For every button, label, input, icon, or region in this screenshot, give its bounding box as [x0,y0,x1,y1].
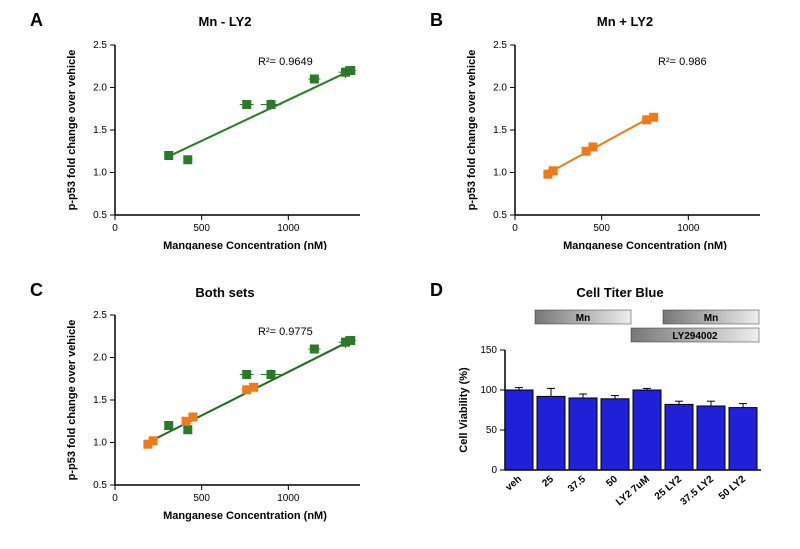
svg-text:50: 50 [604,474,620,490]
svg-text:0.5: 0.5 [493,210,507,221]
svg-text:2.5: 2.5 [93,40,107,51]
svg-text:p-p53 fold change over vehicle: p-p53 fold change over vehicle [66,320,78,481]
svg-text:37.5 LY2: 37.5 LY2 [678,474,716,508]
svg-text:500: 500 [593,223,610,234]
svg-text:500: 500 [193,223,210,234]
panel-b-title: Mn + LY2 [550,14,700,29]
svg-text:50: 50 [486,425,498,436]
svg-text:0.5: 0.5 [93,480,107,491]
svg-text:1.0: 1.0 [493,168,507,179]
svg-text:1.5: 1.5 [93,395,107,406]
svg-text:2.5: 2.5 [493,40,507,51]
svg-text:Manganese Concentration (nM): Manganese Concentration (nM) [563,240,727,250]
svg-text:2.0: 2.0 [493,83,507,94]
svg-text:0.5: 0.5 [93,210,107,221]
svg-text:2.0: 2.0 [93,353,107,364]
svg-text:LY294002: LY294002 [672,331,718,342]
panel-d-title: Cell Titer Blue [540,285,700,300]
svg-text:p-p53 fold change over vehicle: p-p53 fold change over vehicle [466,50,478,211]
svg-text:37.5: 37.5 [566,474,588,495]
panel-b-chart: 0500100015000.51.01.52.02.5Manganese Con… [460,30,760,255]
svg-text:50 LY2: 50 LY2 [717,474,748,503]
svg-text:100: 100 [480,385,497,396]
svg-text:Manganese Concentration (nM): Manganese Concentration (nM) [163,510,327,522]
panel-c-label: C [30,280,43,301]
svg-text:LY2 7uM: LY2 7uM [614,474,652,508]
svg-text:0: 0 [512,223,518,234]
svg-text:Mn: Mn [576,313,590,324]
panel-a-chart: 0500100015000.51.01.52.02.5Manganese Con… [60,30,360,255]
svg-text:R²= 0.986: R²= 0.986 [658,56,707,68]
svg-text:Cell Viability (%): Cell Viability (%) [458,367,470,453]
svg-text:1000: 1000 [277,493,300,504]
svg-text:2.5: 2.5 [93,310,107,321]
svg-text:1.0: 1.0 [93,438,107,449]
panel-a-label: A [30,10,43,31]
svg-text:R²= 0.9775: R²= 0.9775 [258,326,313,338]
panel-c-title: Both sets [165,285,285,300]
panel-c-chart: 0500100015000.51.01.52.02.5Manganese Con… [60,300,360,535]
panel-d-chart: Mn Mn LY294002 0 50 100 150 Cell Viability (%) v… [450,300,790,545]
svg-text:0: 0 [491,465,497,476]
svg-text:150: 150 [480,345,497,356]
panel-b-label: B [430,10,443,31]
svg-text:R²= 0.9649: R²= 0.9649 [258,56,313,68]
svg-text:p-p53 fold change over vehicle: p-p53 fold change over vehicle [66,50,78,211]
svg-text:0: 0 [112,493,118,504]
svg-text:1.5: 1.5 [493,125,507,136]
svg-text:Mn: Mn [704,313,718,324]
svg-text:2.0: 2.0 [93,83,107,94]
svg-text:Manganese Concentration (nM): Manganese Concentration (nM) [163,240,327,250]
svg-text:0: 0 [112,223,118,234]
svg-text:1.0: 1.0 [93,168,107,179]
svg-text:500: 500 [193,493,210,504]
svg-text:25: 25 [540,474,556,490]
svg-text:1.5: 1.5 [93,125,107,136]
svg-text:1000: 1000 [277,223,300,234]
svg-text:1000: 1000 [677,223,700,234]
panel-d-label: D [430,280,443,301]
panel-a-title: Mn - LY2 [150,14,300,29]
svg-text:veh: veh [504,474,524,494]
